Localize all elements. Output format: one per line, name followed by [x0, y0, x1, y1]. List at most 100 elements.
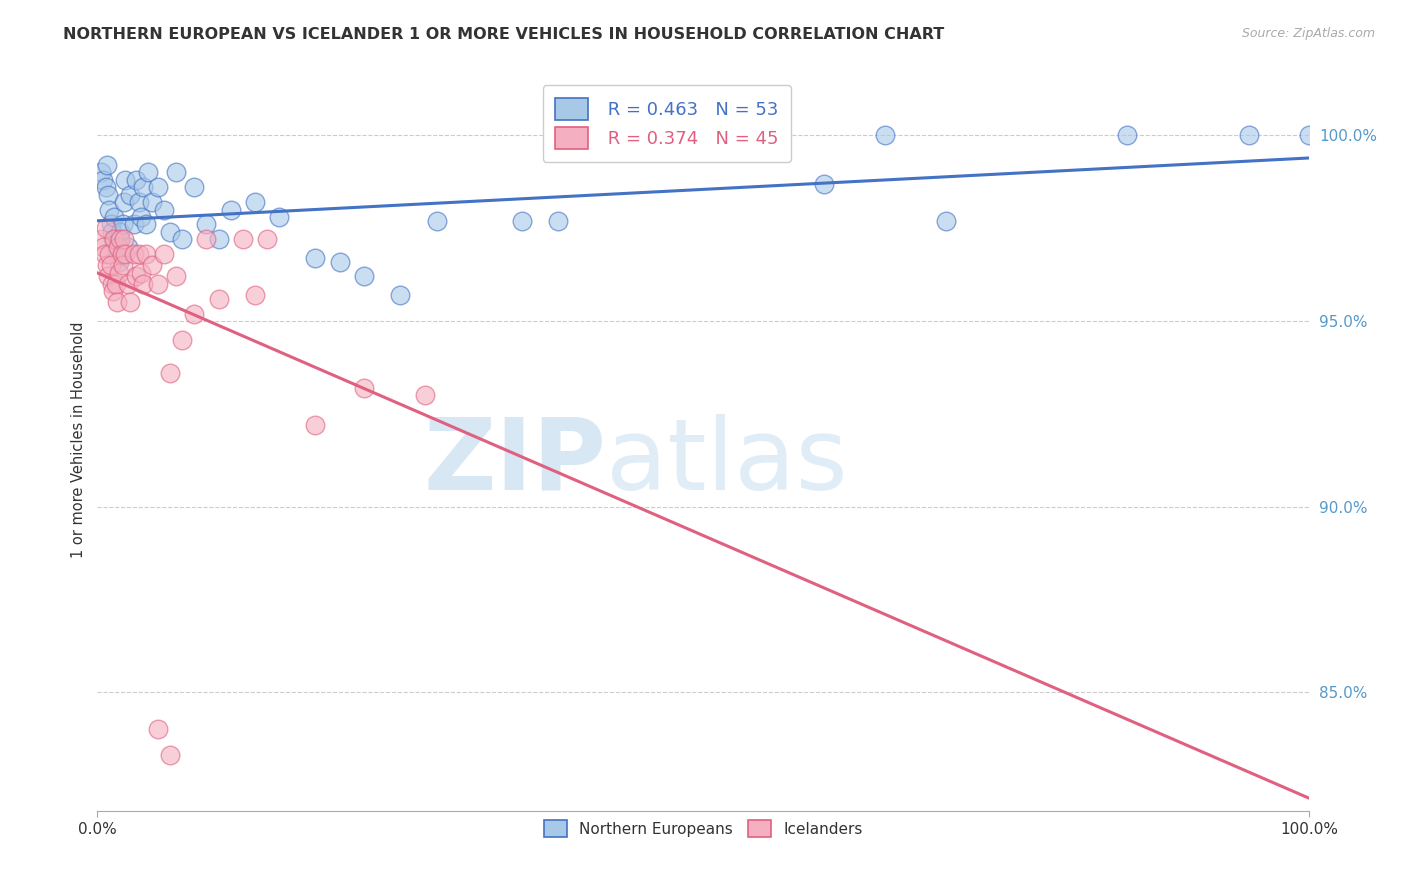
Point	[159, 225, 181, 239]
Point	[183, 307, 205, 321]
Point	[141, 258, 163, 272]
Point	[165, 269, 187, 284]
Point	[101, 277, 124, 291]
Point	[1116, 128, 1139, 143]
Point	[112, 232, 135, 246]
Y-axis label: 1 or more Vehicles in Household: 1 or more Vehicles in Household	[72, 322, 86, 558]
Point	[1237, 128, 1260, 143]
Point	[120, 295, 142, 310]
Point	[873, 128, 896, 143]
Point	[329, 254, 352, 268]
Point	[105, 295, 128, 310]
Point	[195, 218, 218, 232]
Point	[122, 218, 145, 232]
Point	[114, 173, 136, 187]
Point	[413, 388, 436, 402]
Point	[110, 247, 132, 261]
Point	[98, 202, 121, 217]
Point	[159, 748, 181, 763]
Point	[104, 240, 127, 254]
Point	[94, 221, 117, 235]
Point	[110, 225, 132, 239]
Point	[159, 366, 181, 380]
Point	[129, 210, 152, 224]
Point	[1298, 128, 1320, 143]
Point	[108, 254, 131, 268]
Point	[153, 247, 176, 261]
Text: Source: ZipAtlas.com: Source: ZipAtlas.com	[1241, 27, 1375, 40]
Text: ZIP: ZIP	[423, 414, 606, 510]
Point	[510, 213, 533, 227]
Point	[101, 285, 124, 299]
Point	[207, 232, 229, 246]
Point	[103, 232, 125, 246]
Point	[101, 232, 124, 246]
Point	[304, 251, 326, 265]
Point	[125, 173, 148, 187]
Point	[90, 232, 112, 246]
Point	[125, 269, 148, 284]
Point	[146, 277, 169, 291]
Point	[112, 195, 135, 210]
Point	[93, 240, 115, 254]
Point	[96, 258, 118, 272]
Point	[101, 225, 124, 239]
Point	[935, 213, 957, 227]
Point	[93, 247, 115, 261]
Point	[117, 240, 139, 254]
Point	[107, 240, 129, 254]
Point	[107, 232, 129, 246]
Point	[207, 292, 229, 306]
Point	[120, 187, 142, 202]
Point	[195, 232, 218, 246]
Point	[269, 210, 291, 224]
Point	[97, 269, 120, 284]
Point	[110, 232, 132, 246]
Text: NORTHERN EUROPEAN VS ICELANDER 1 OR MORE VEHICLES IN HOUSEHOLD CORRELATION CHART: NORTHERN EUROPEAN VS ICELANDER 1 OR MORE…	[63, 27, 945, 42]
Point	[90, 165, 112, 179]
Point	[135, 218, 157, 232]
Point	[232, 232, 254, 246]
Point	[146, 723, 169, 737]
Point	[122, 247, 145, 261]
Point	[146, 180, 169, 194]
Point	[128, 195, 150, 210]
Point	[108, 266, 131, 280]
Point	[111, 218, 134, 232]
Point	[135, 247, 157, 261]
Point	[243, 288, 266, 302]
Point	[304, 417, 326, 432]
Point	[243, 195, 266, 210]
Point	[117, 277, 139, 291]
Point	[100, 218, 122, 232]
Point	[165, 165, 187, 179]
Point	[183, 180, 205, 194]
Point	[132, 180, 155, 194]
Point	[136, 165, 159, 179]
Point	[98, 247, 121, 261]
Point	[547, 213, 569, 227]
Point	[97, 187, 120, 202]
Point	[141, 195, 163, 210]
Point	[813, 177, 835, 191]
Point	[111, 258, 134, 272]
Point	[105, 247, 128, 261]
Point	[103, 210, 125, 224]
Point	[353, 381, 375, 395]
Point	[96, 158, 118, 172]
Point	[172, 333, 194, 347]
Point	[353, 269, 375, 284]
Legend: Northern Europeans, Icelanders: Northern Europeans, Icelanders	[536, 813, 870, 845]
Point	[100, 258, 122, 272]
Point	[153, 202, 176, 217]
Point	[389, 288, 412, 302]
Point	[110, 247, 132, 261]
Point	[132, 277, 155, 291]
Point	[129, 266, 152, 280]
Point	[128, 247, 150, 261]
Point	[114, 247, 136, 261]
Point	[93, 173, 115, 187]
Point	[219, 202, 242, 217]
Point	[94, 180, 117, 194]
Point	[104, 277, 127, 291]
